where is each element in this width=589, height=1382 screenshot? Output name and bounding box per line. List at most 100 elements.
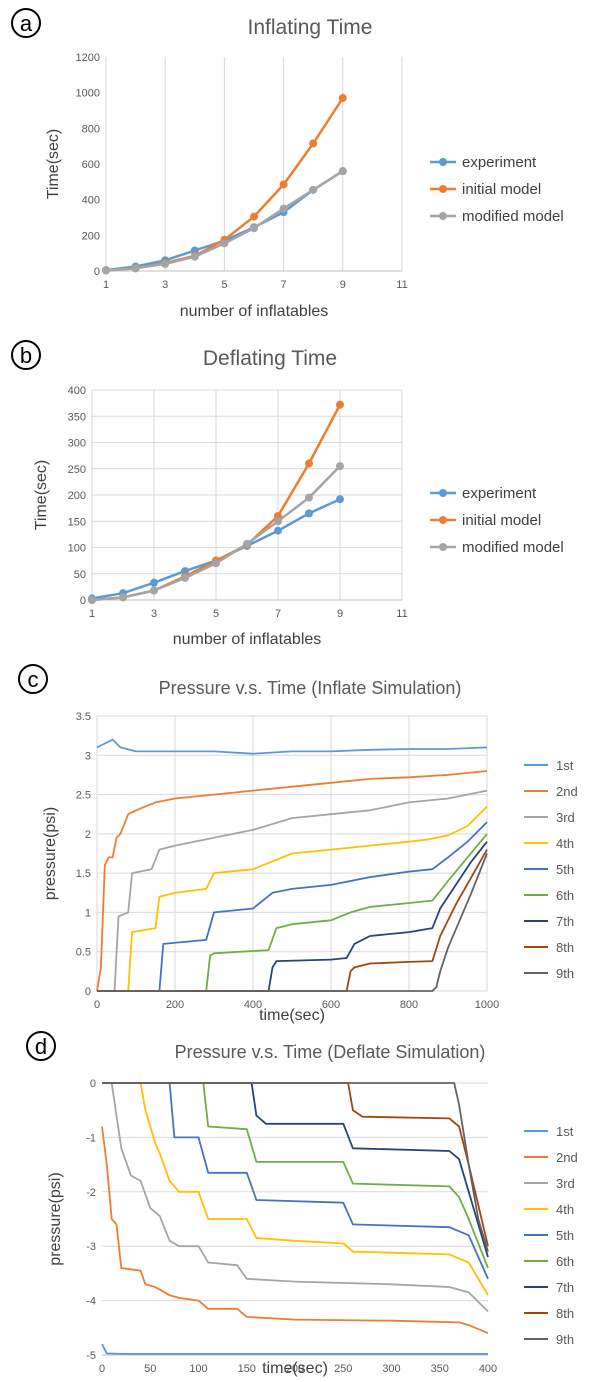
series-3rd	[97, 789, 488, 992]
x-tick-label: 200	[286, 1363, 304, 1375]
panel-label-d: d	[26, 1031, 56, 1061]
legend-entry: 7th	[524, 914, 574, 929]
y-tick-label: 0.5	[76, 947, 91, 959]
y-tick-label: 3	[85, 750, 91, 762]
legend-label: modified model	[462, 539, 564, 556]
x-axis-label: number of inflatables	[180, 303, 329, 320]
y-tick-label: 50	[74, 569, 86, 581]
y-tick-label: 2	[85, 829, 91, 841]
chart-title: Inflating Time	[248, 16, 373, 39]
legend-entry: modified model	[430, 539, 564, 556]
y-axis-label: Time(sec)	[45, 129, 62, 200]
legend-entry: 1st	[524, 758, 574, 773]
data-point	[305, 493, 313, 502]
series-line	[97, 821, 488, 992]
svg-text:c: c	[28, 667, 39, 692]
series-3rd	[102, 1082, 489, 1313]
legend-label: 6th	[556, 888, 574, 903]
x-tick-label: 0	[99, 1363, 105, 1375]
x-tick-label: 350	[431, 1363, 449, 1375]
legend-marker	[439, 185, 447, 193]
x-axis-label: time(sec)	[262, 1360, 328, 1377]
data-point	[150, 586, 158, 595]
data-point	[336, 495, 344, 504]
legend-entry: 3rd	[524, 810, 575, 825]
series-6th	[97, 833, 488, 992]
legend-entry: 1st	[524, 1124, 574, 1139]
y-axis-label: pressure(psi)	[42, 807, 59, 900]
series-line	[96, 770, 488, 992]
data-point	[131, 264, 140, 273]
x-tick-label: 1	[103, 279, 109, 291]
legend-label: initial model	[462, 181, 541, 198]
y-tick-label: 1000	[76, 88, 100, 100]
series-4th	[102, 1082, 489, 1296]
series-line	[101, 1343, 488, 1355]
x-tick-label: 7	[275, 608, 281, 620]
panel-label-a: a	[11, 8, 41, 38]
y-axis-label: Time(sec)	[33, 460, 50, 531]
series-line	[102, 1082, 489, 1258]
series-line	[96, 738, 488, 755]
legend-label: experiment	[462, 154, 537, 171]
y-tick-label: 1.5	[76, 868, 91, 880]
legend-label: 1st	[556, 1124, 574, 1139]
series-8th	[102, 1082, 489, 1247]
series-8th	[97, 849, 488, 992]
chart-3: Pressure v.s. Time (Inflate Simulation) 0…	[42, 678, 578, 1024]
legend-label: 2nd	[556, 1150, 578, 1165]
y-tick-label: -2	[86, 1187, 96, 1199]
data-point	[338, 94, 347, 103]
chart-1: Inflating Time 0 200 400 600 800 1000 1200 1 3 5 7 9…	[45, 16, 564, 320]
x-tick-label: 150	[238, 1363, 256, 1375]
data-point	[336, 400, 344, 409]
series-2nd	[101, 1126, 489, 1335]
panel-label-c: c	[18, 664, 48, 694]
data-point	[250, 224, 258, 233]
legend-entry: experiment	[430, 485, 537, 502]
series-6th	[102, 1082, 489, 1269]
legend-label: 7th	[556, 1280, 574, 1295]
series-line	[102, 1082, 489, 1296]
data-point	[279, 180, 288, 189]
chart-title: Pressure v.s. Time (Deflate Simulation)	[175, 1042, 486, 1062]
chart-title: Deflating Time	[203, 347, 337, 370]
legend-entry: 5th	[524, 862, 574, 877]
data-point	[212, 559, 220, 568]
series-7th	[102, 1082, 489, 1258]
y-tick-label: 2.5	[76, 790, 91, 802]
x-tick-label: 200	[166, 999, 184, 1011]
legend-marker	[439, 489, 447, 497]
y-tick-label: 600	[82, 159, 100, 171]
y-tick-label: 0	[85, 986, 91, 998]
y-tick-label: 400	[68, 385, 86, 397]
legend-label: 5th	[556, 862, 574, 877]
legend-label: 8th	[556, 1306, 574, 1321]
y-tick-label: -3	[86, 1241, 96, 1253]
x-axis-label: number of inflatables	[173, 631, 322, 648]
y-tick-label: 1200	[76, 52, 100, 64]
x-tick-label: 1	[89, 608, 95, 620]
x-tick-label: 50	[144, 1363, 156, 1375]
series-line	[102, 1082, 489, 1247]
y-tick-label: 0	[94, 266, 100, 278]
data-point	[220, 239, 229, 248]
x-tick-label: 5	[213, 608, 219, 620]
y-tick-label: 100	[68, 543, 86, 555]
legend-entry: 9th	[524, 1332, 574, 1347]
y-tick-label: 200	[82, 230, 100, 242]
legend-entry: 8th	[524, 940, 574, 955]
series-line	[97, 833, 488, 992]
data-point	[181, 573, 189, 582]
legend-entry: 2nd	[524, 784, 578, 799]
series-line	[102, 1082, 489, 1269]
legend-entry: 2nd	[524, 1150, 578, 1165]
y-tick-label: 0	[80, 595, 86, 607]
x-tick-label: 400	[479, 1363, 497, 1375]
x-tick-label: 400	[244, 999, 262, 1011]
x-tick-label: 9	[340, 279, 346, 291]
legend-label: 8th	[556, 940, 574, 955]
x-tick-label: 11	[396, 608, 407, 620]
series-9th	[102, 1082, 489, 1252]
